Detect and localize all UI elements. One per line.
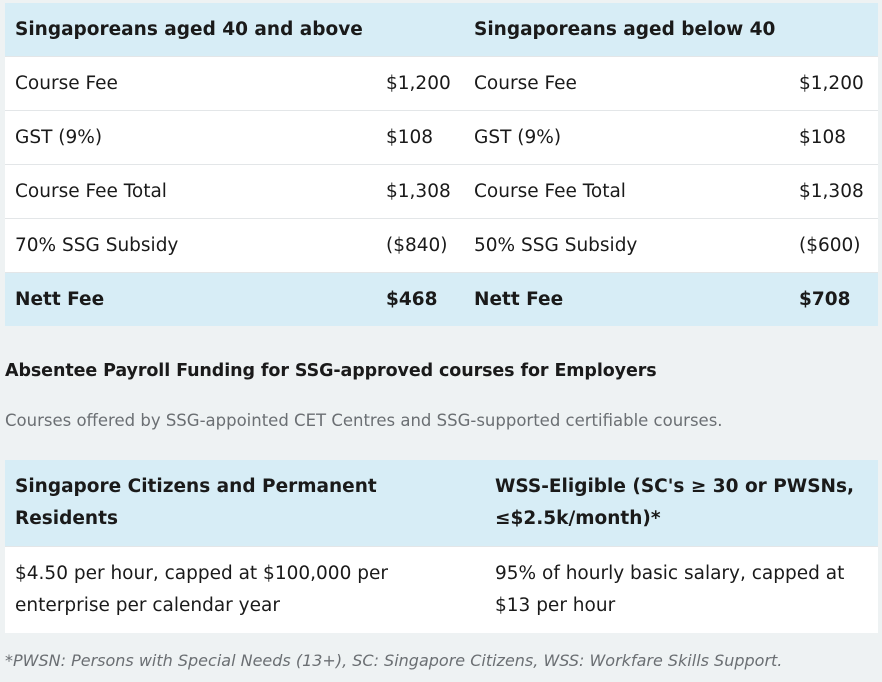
row-label: Course Fee Total <box>474 164 799 219</box>
fee-table-header: Singaporeans aged 40 and above Singapore… <box>5 3 878 57</box>
citizens-pr-funding: $4.50 per hour, capped at $100,000 per e… <box>5 546 485 633</box>
footnote: *PWSN: Persons with Special Needs (13+),… <box>5 651 783 670</box>
row-value: ($600) <box>799 218 878 273</box>
header-aged-below-40: Singaporeans aged below 40 <box>474 3 878 57</box>
payroll-table-header: Singapore Citizens and Permanent Residen… <box>5 460 878 547</box>
header-wss-eligible: WSS-Eligible (SC's ≥ 30 or PWSNs, ≤$2.5k… <box>485 460 878 547</box>
payroll-table: Singapore Citizens and Permanent Residen… <box>5 460 878 633</box>
table-row: $4.50 per hour, capped at $100,000 per e… <box>5 546 878 633</box>
row-label: 50% SSG Subsidy <box>474 218 799 273</box>
nett-label: Nett Fee <box>5 272 386 326</box>
row-label: 70% SSG Subsidy <box>5 218 386 273</box>
nett-fee-row: Nett Fee $468 Nett Fee $708 <box>5 272 878 326</box>
table-row: 70% SSG Subsidy ($840) 50% SSG Subsidy (… <box>5 218 878 273</box>
nett-value: $708 <box>799 272 878 326</box>
row-value: $1,308 <box>386 164 474 219</box>
table-row: GST (9%) $108 GST (9%) $108 <box>5 110 878 165</box>
nett-label: Nett Fee <box>474 272 799 326</box>
row-label: Course Fee Total <box>5 164 386 219</box>
nett-value: $468 <box>386 272 474 326</box>
table-row: Course Fee Total $1,308 Course Fee Total… <box>5 164 878 219</box>
fee-table: Singaporeans aged 40 and above Singapore… <box>5 3 878 326</box>
row-value: $1,200 <box>386 56 474 111</box>
header-aged-40-above: Singaporeans aged 40 and above <box>5 3 474 57</box>
row-label: Course Fee <box>474 56 799 111</box>
row-label: Course Fee <box>5 56 386 111</box>
row-label: GST (9%) <box>474 110 799 165</box>
wss-eligible-funding: 95% of hourly basic salary, capped at $1… <box>485 546 878 633</box>
header-citizens-pr: Singapore Citizens and Permanent Residen… <box>5 460 485 547</box>
absentee-title: Absentee Payroll Funding for SSG-approve… <box>5 361 657 381</box>
row-value: $1,200 <box>799 56 878 111</box>
row-value: $108 <box>386 110 474 165</box>
row-label: GST (9%) <box>5 110 386 165</box>
row-value: $1,308 <box>799 164 878 219</box>
absentee-subtitle: Courses offered by SSG-appointed CET Cen… <box>5 411 723 430</box>
content: Singaporeans aged 40 and above Singapore… <box>5 3 878 670</box>
table-row: Course Fee $1,200 Course Fee $1,200 <box>5 56 878 111</box>
row-value: ($840) <box>386 218 474 273</box>
row-value: $108 <box>799 110 878 165</box>
